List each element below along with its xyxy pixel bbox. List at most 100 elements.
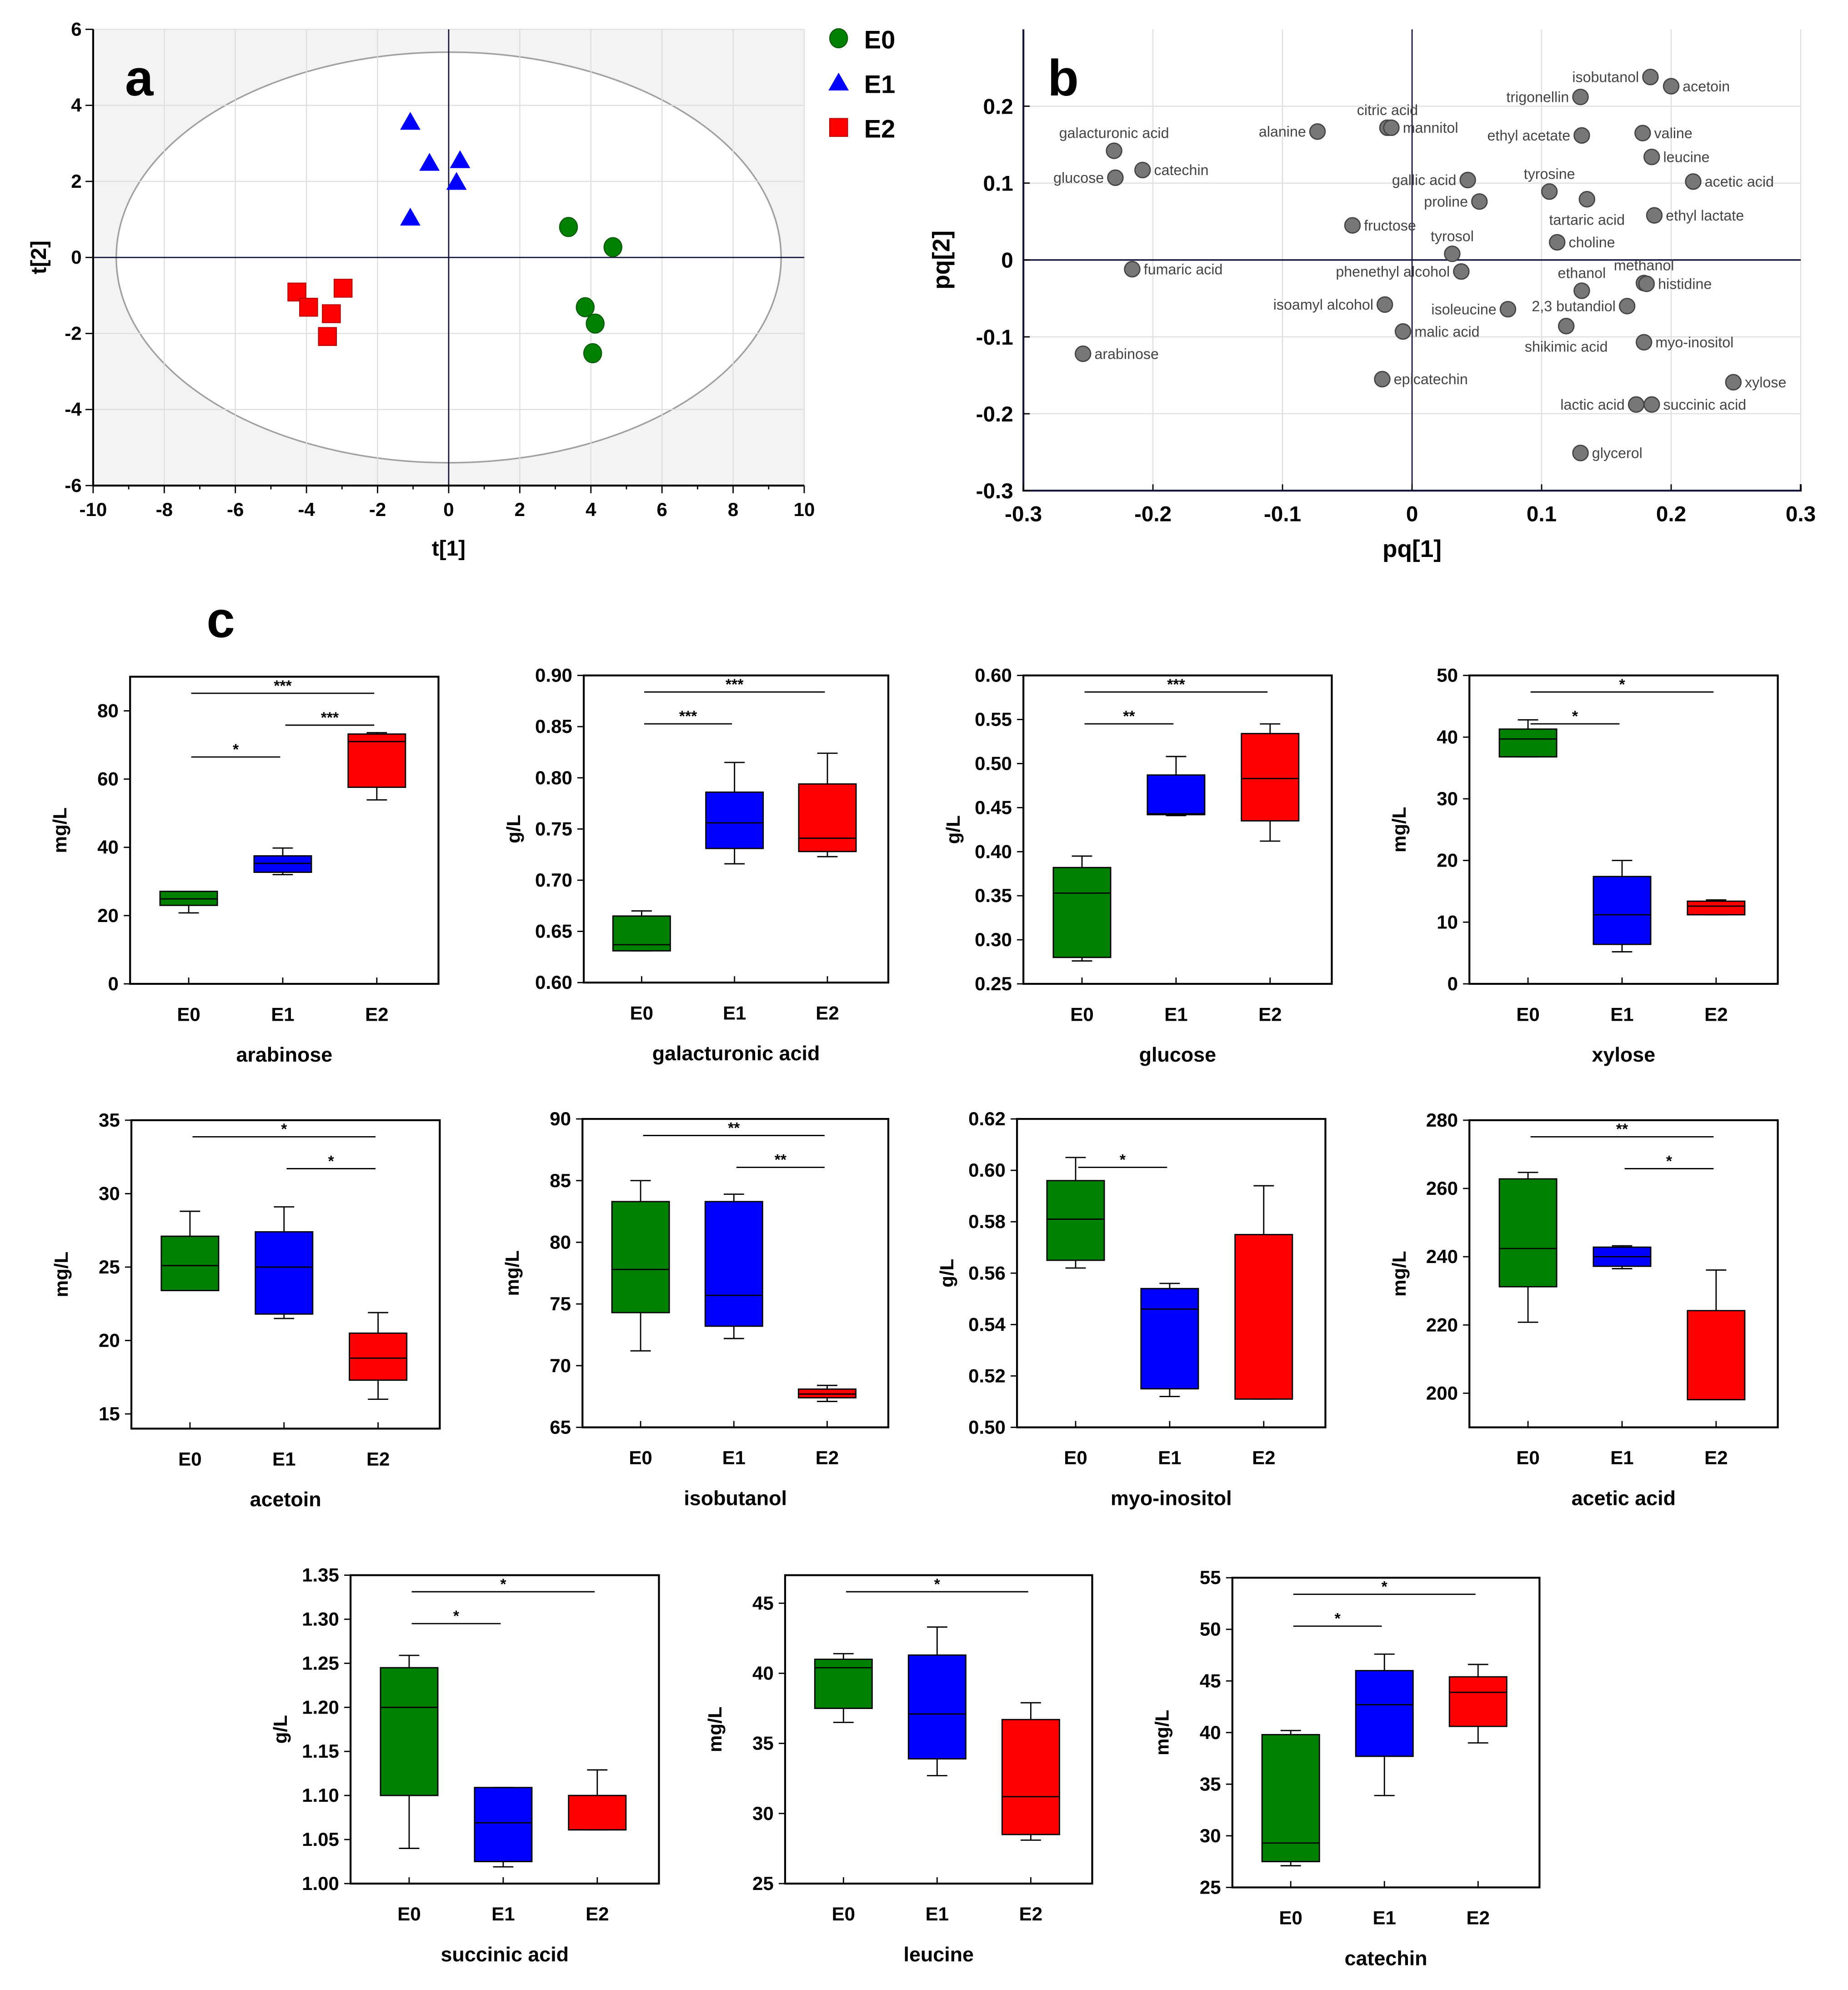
category-label: E0 xyxy=(178,1449,201,1470)
box-e2 xyxy=(1001,1719,1060,1835)
x-tick-label: 2 xyxy=(515,499,525,520)
significance-label: * xyxy=(328,1153,335,1170)
y-axis-title: g/L xyxy=(503,815,524,843)
y-axis-title: mg/L xyxy=(501,1250,523,1296)
loading-point xyxy=(1453,263,1470,280)
y-tick-label: 0.30 xyxy=(975,929,1012,950)
significance-label: *** xyxy=(1167,676,1185,693)
y-tick-label: -6 xyxy=(65,475,81,496)
y-tick-label: 25 xyxy=(1200,1876,1221,1898)
category-label: E0 xyxy=(1279,1907,1302,1929)
box-e1 xyxy=(1355,1670,1414,1757)
y-tick-label: 25 xyxy=(99,1256,120,1278)
loading-label: alanine xyxy=(1259,124,1306,140)
y-tick-label: 0.75 xyxy=(535,818,572,839)
y-tick-label: 50 xyxy=(1437,665,1458,686)
loading-point xyxy=(1642,69,1659,85)
category-label: E0 xyxy=(397,1903,421,1925)
loading-label: tartaric acid xyxy=(1549,211,1625,228)
y-tick-label: 0.80 xyxy=(535,767,572,788)
box-e0 xyxy=(1046,1180,1105,1261)
loading-point xyxy=(1549,234,1566,251)
box-e1 xyxy=(474,1787,533,1862)
significance-label: * xyxy=(1335,1610,1341,1627)
y-tick-label: 10 xyxy=(1437,911,1458,932)
significance-label: * xyxy=(281,1121,287,1138)
category-label: E2 xyxy=(365,1003,388,1025)
legend-marker-e0 xyxy=(829,28,848,49)
y-tick-label: 20 xyxy=(1437,850,1458,871)
legend-label: E0 xyxy=(864,25,896,54)
category-label: E1 xyxy=(1610,1003,1633,1025)
loading-label: citric acid xyxy=(1357,102,1418,118)
chart-title: arabinose xyxy=(236,1043,332,1066)
box-e2 xyxy=(1241,733,1300,822)
loading-point xyxy=(1075,345,1092,362)
loading-label: 2,3 butandiol xyxy=(1532,298,1616,315)
x-tick-label: -0.3 xyxy=(1005,502,1042,526)
chart-title: acetic acid xyxy=(1572,1486,1676,1509)
y-axis-title: pq[2] xyxy=(928,231,955,290)
box-e1 xyxy=(255,1231,314,1315)
box-e1 xyxy=(1147,774,1206,816)
box-e0 xyxy=(1498,1178,1558,1288)
loading-point xyxy=(1638,276,1655,292)
y-tick-label: 25 xyxy=(752,1873,774,1894)
data-point-e2 xyxy=(299,298,318,317)
loading-label: myo-inositol xyxy=(1655,334,1733,351)
box-e0 xyxy=(612,915,671,952)
category-label: E2 xyxy=(1704,1003,1728,1025)
y-tick-label: 30 xyxy=(1437,788,1458,809)
y-tick-label: -0.1 xyxy=(976,326,1013,350)
category-label: E1 xyxy=(723,1002,746,1023)
category-label: E1 xyxy=(1158,1447,1181,1469)
y-tick-label: 40 xyxy=(1200,1722,1221,1743)
chart-title: catechin xyxy=(1345,1946,1427,1970)
y-tick-label: 0.62 xyxy=(968,1108,1006,1129)
significance-label: ** xyxy=(1123,708,1135,725)
loading-label: xylose xyxy=(1745,374,1786,391)
y-tick-label: 0.56 xyxy=(968,1262,1006,1283)
y-tick-label: 0.35 xyxy=(975,885,1012,906)
loading-label: phenethyl alcohol xyxy=(1336,263,1450,280)
loading-point xyxy=(1573,282,1590,299)
category-label: E2 xyxy=(1704,1447,1728,1469)
y-tick-label: 2 xyxy=(71,170,81,192)
x-tick-label: -0.2 xyxy=(1134,502,1172,526)
chart-title: leucine xyxy=(903,1943,973,1966)
significance-label: *** xyxy=(321,709,339,726)
category-label: E0 xyxy=(1064,1447,1087,1469)
y-tick-label: 35 xyxy=(1200,1773,1221,1795)
y-tick-label: 0.45 xyxy=(975,797,1012,818)
y-tick-label: 90 xyxy=(550,1108,571,1129)
y-axis-title: mg/L xyxy=(50,1252,72,1297)
box-e1 xyxy=(1140,1288,1199,1390)
y-tick-label: 80 xyxy=(97,700,119,722)
category-label: E0 xyxy=(832,1903,855,1925)
y-axis-title: g/L xyxy=(936,1259,957,1288)
y-tick-label: 280 xyxy=(1426,1109,1458,1131)
chart-title: xylose xyxy=(1592,1043,1656,1066)
data-point-e0 xyxy=(576,297,595,317)
category-label: E0 xyxy=(1516,1003,1539,1025)
x-tick-label: 8 xyxy=(728,499,738,520)
box-e0 xyxy=(814,1659,873,1709)
panel-label: c xyxy=(206,591,235,648)
loading-label: acetoin xyxy=(1683,78,1730,95)
y-tick-label: 70 xyxy=(550,1355,571,1376)
y-tick-label: -2 xyxy=(65,322,81,344)
y-tick-label: 1.05 xyxy=(302,1829,339,1850)
significance-label: * xyxy=(1572,708,1578,725)
loading-label: leucine xyxy=(1663,149,1710,165)
y-tick-label: 0.2 xyxy=(983,95,1013,119)
y-tick-label: 15 xyxy=(99,1403,120,1424)
box-plot-catechin: 25 30 35 40 45 50 55 mg/L E0 E1 E2 catechin * * xyxy=(1152,1567,1541,1970)
category-label: E1 xyxy=(491,1903,515,1925)
loading-label: valine xyxy=(1654,125,1693,141)
category-label: E2 xyxy=(816,1002,839,1023)
chart-title: glucose xyxy=(1139,1043,1216,1066)
y-tick-label: 0.60 xyxy=(535,972,572,993)
loading-point xyxy=(1643,148,1660,165)
box-e0 xyxy=(611,1201,670,1313)
